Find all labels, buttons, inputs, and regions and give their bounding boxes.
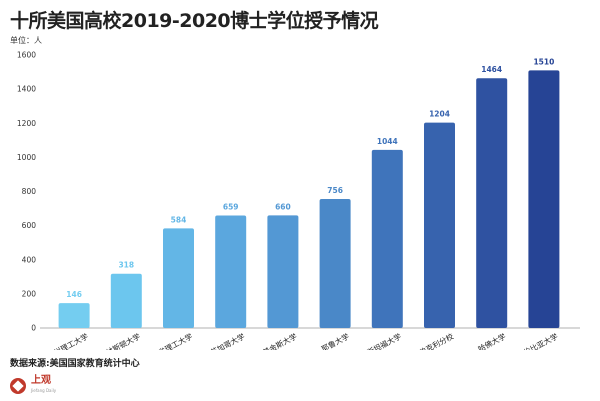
y-tick-label: 1000 bbox=[17, 153, 36, 162]
bar bbox=[163, 228, 194, 328]
bars bbox=[58, 70, 560, 328]
value-label: 660 bbox=[275, 202, 291, 211]
bar bbox=[215, 215, 247, 328]
value-label: 1044 bbox=[377, 137, 398, 146]
y-tick-label: 200 bbox=[22, 289, 37, 298]
bar bbox=[267, 215, 299, 328]
category-label: 芝加哥大学 bbox=[208, 331, 246, 350]
y-tick-label: 800 bbox=[22, 187, 37, 196]
category-label: 哈佛大学 bbox=[476, 331, 508, 350]
value-label: 1510 bbox=[533, 57, 554, 66]
value-labels: 146 318 584 659 660 756 1044 1204 1464 1510 bbox=[66, 57, 554, 299]
category-label: 耶鲁大学 bbox=[319, 331, 351, 350]
publisher-logo: 上观 Jiefang Daily bbox=[10, 376, 56, 396]
chart-title: 十所美国高校2019-2020博士学位授予情况 bbox=[10, 10, 379, 32]
value-label: 659 bbox=[223, 203, 239, 212]
y-tick-label: 1200 bbox=[17, 119, 36, 128]
value-label: 1204 bbox=[429, 110, 450, 119]
data-source: 数据来源:美国国家教育统计中心 bbox=[10, 359, 140, 369]
category-label: 哥伦比亚大学 bbox=[515, 331, 560, 350]
bar bbox=[424, 122, 455, 328]
logo-main-text: 上观 bbox=[31, 375, 51, 386]
logo-sub-text: Jiefang Daily bbox=[31, 388, 57, 393]
category-label: 约翰霍普金斯大学 bbox=[241, 331, 299, 350]
bar bbox=[58, 303, 90, 328]
bar bbox=[528, 70, 560, 328]
value-label: 146 bbox=[66, 290, 82, 299]
y-tick-label: 0 bbox=[31, 324, 36, 333]
bar bbox=[319, 199, 351, 328]
category-label: 斯坦福大学 bbox=[365, 331, 403, 350]
category-label: 普林斯顿大学 bbox=[97, 331, 142, 350]
bar bbox=[371, 149, 403, 328]
value-label: 318 bbox=[118, 261, 134, 270]
y-tick-label: 1600 bbox=[17, 51, 36, 60]
category-label: 加州理工大学 bbox=[45, 331, 90, 350]
value-label: 584 bbox=[171, 215, 187, 224]
bar-chart: 0 200 400 600 800 1000 1200 1400 1600 146 318 584 6… bbox=[17, 51, 580, 350]
y-tick-label: 600 bbox=[22, 221, 37, 230]
bar bbox=[110, 273, 142, 328]
logo-text: 上观 Jiefang Daily bbox=[31, 376, 56, 396]
bar bbox=[476, 78, 508, 328]
y-tick-label: 400 bbox=[22, 255, 37, 264]
value-label: 1464 bbox=[481, 65, 502, 74]
y-axis: 0 200 400 600 800 1000 1200 1400 1600 bbox=[17, 51, 36, 333]
y-unit-label: 单位：人 bbox=[10, 36, 42, 45]
logo-icon bbox=[10, 378, 26, 394]
y-tick-label: 1400 bbox=[17, 85, 36, 94]
value-label: 756 bbox=[327, 186, 343, 195]
category-label: 麻省理工大学 bbox=[150, 331, 195, 350]
